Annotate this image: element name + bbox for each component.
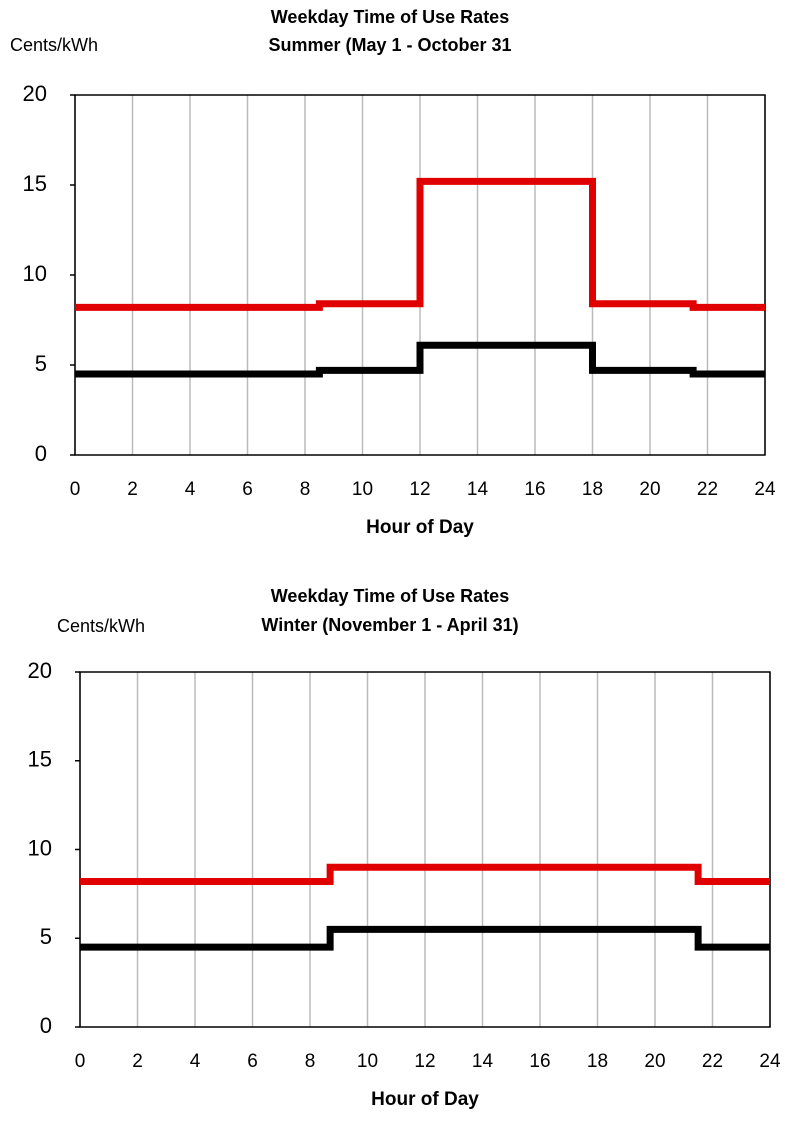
x-tick-label: 20 [639,479,660,500]
x-tick-label: 0 [75,1051,86,1072]
x-tick-label: 16 [524,479,545,500]
x-tick-label: 18 [587,1051,608,1072]
series-line [75,341,765,378]
y-tick-label: 15 [28,747,52,772]
x-tick-label: 6 [242,479,253,500]
x-tick-label: 10 [352,479,373,500]
x-tick-label: 4 [185,479,196,500]
chart-subtitle: Summer (May 1 - October 31 [268,35,511,55]
chart-subtitle: Winter (November 1 - April 31) [261,615,518,635]
series-line [80,925,770,951]
x-tick-label: 22 [702,1051,723,1072]
x-tick-label: 12 [414,1051,435,1072]
x-tick-label: 0 [70,479,81,500]
y-tick-label: 20 [23,81,47,106]
y-tick-label: 5 [40,924,52,949]
x-tick-label: 20 [644,1051,665,1072]
x-tick-label: 16 [529,1051,550,1072]
x-tick-label: 24 [754,479,776,500]
y-tick-label: 5 [35,351,47,376]
plot-frame [74,94,766,456]
y-tick-label: 10 [28,835,52,860]
x-tick-label: 22 [697,479,718,500]
x-tick-label: 12 [409,479,430,500]
x-tick-label: 2 [127,479,138,500]
y-tick-label: 15 [23,171,47,196]
y-tick-label: 20 [28,658,52,683]
x-tick-label: 6 [247,1051,258,1072]
x-tick-label: 14 [467,479,489,500]
chart-title: Weekday Time of Use Rates [271,7,509,27]
x-tick-label: 8 [305,1051,316,1072]
plot-frame [79,671,771,1028]
x-axis-label: Hour of Day [371,1089,479,1110]
y-tick-label: 0 [35,441,47,466]
x-tick-label: 14 [472,1051,494,1072]
series-line [80,863,770,885]
x-tick-label: 18 [582,479,603,500]
x-tick-label: 24 [759,1051,781,1072]
chart-title: Weekday Time of Use Rates [271,586,509,606]
y-tick-label: 10 [23,261,47,286]
y-axis-label: Cents/kWh [10,35,98,55]
x-tick-label: 10 [357,1051,378,1072]
x-tick-label: 4 [190,1051,201,1072]
x-tick-label: 2 [132,1051,143,1072]
x-tick-label: 8 [300,479,311,500]
y-axis-label: Cents/kWh [57,616,145,636]
x-axis-label: Hour of Day [366,517,474,538]
series-line [75,177,765,311]
y-tick-label: 0 [40,1013,52,1038]
